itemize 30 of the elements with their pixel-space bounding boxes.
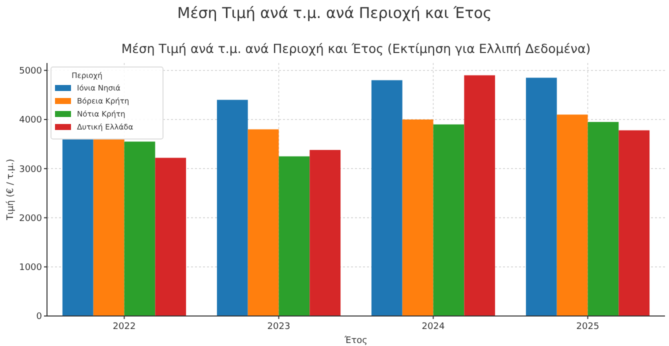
bar (93, 139, 124, 316)
bar (155, 158, 186, 316)
bar (124, 142, 156, 316)
y-tick-label: 4000 (19, 116, 42, 126)
chart-subtitle: Μέση Τιμή ανά τ.μ. ανά Περιοχή και Έτος (Εκτίμηση για Ελλιπή Δεδομένα) (121, 41, 591, 56)
bar (588, 122, 619, 316)
bar (556, 114, 588, 316)
x-tick-label: 2022 (112, 322, 136, 332)
bar (618, 130, 650, 316)
y-tick-label: 5000 (19, 66, 42, 77)
x-tick-label: 2025 (576, 322, 600, 332)
y-tick-label: 0 (36, 312, 42, 322)
y-axis-title: Τιμή (€ / τ.μ.) (5, 158, 16, 222)
y-tick-label: 1000 (19, 263, 42, 274)
bar (464, 75, 496, 316)
y-tick-label: 3000 (19, 164, 42, 175)
bar (216, 100, 248, 316)
y-tick-label: 2000 (19, 214, 42, 224)
bar (248, 129, 279, 316)
x-tick-label: 2024 (422, 322, 445, 332)
x-tick-label: 2023 (267, 322, 290, 332)
bar (402, 119, 434, 316)
bar (310, 150, 341, 316)
bar (433, 124, 464, 316)
bar (371, 80, 402, 316)
chart-title: Μέση Τιμή ανά τ.μ. ανά Περιοχή και Έτος (177, 4, 492, 22)
bar (526, 78, 557, 316)
bar (62, 139, 94, 316)
bar (278, 156, 310, 316)
x-axis-title: Έτος (344, 335, 368, 346)
